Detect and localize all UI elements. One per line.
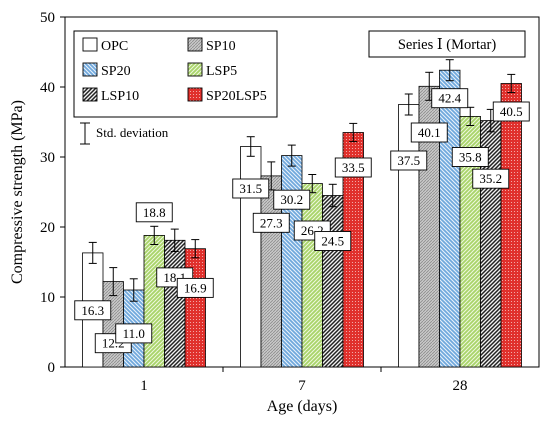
data-label-value: 35.2 <box>479 171 502 186</box>
data-label-box <box>334 157 372 178</box>
data-label: 16.3 <box>74 300 112 321</box>
data-label: 18.8 <box>135 202 173 223</box>
x-tick-label: 7 <box>298 378 306 394</box>
legend-frame <box>73 30 278 118</box>
data-label: 37.5 <box>390 150 428 171</box>
data-labels: 16.312.211.018.818.116.931.527.330.226.2… <box>74 88 530 354</box>
data-label-value: 16.3 <box>81 303 104 318</box>
x-axis-label: Age (days) <box>267 398 338 415</box>
data-label-box <box>176 277 214 298</box>
bar-sp20lsp5 <box>184 248 206 368</box>
data-label: 40.5 <box>492 101 530 122</box>
data-label: 27.3 <box>252 212 290 233</box>
legend-label: LSP10 <box>101 89 139 104</box>
bar-sp20 <box>439 69 461 368</box>
data-label-value: 27.3 <box>260 215 283 230</box>
data-label-box <box>472 168 510 189</box>
data-label-value: 42.4 <box>438 91 461 106</box>
data-label-value: 40.5 <box>500 104 523 119</box>
data-label-box <box>232 178 270 199</box>
bar-lsp5 <box>143 234 165 368</box>
data-label: 11.0 <box>115 323 153 344</box>
error-bars <box>88 59 516 302</box>
legend-label: SP10 <box>206 39 236 54</box>
data-label-box <box>390 150 428 171</box>
data-label-box <box>252 212 290 233</box>
data-label-box <box>314 231 352 251</box>
legend-item-sp20: SP20 <box>82 62 131 79</box>
data-label: 30.2 <box>273 189 311 210</box>
std-deviation-label: Std. deviation <box>96 125 169 140</box>
series-annotation-frame <box>368 30 526 58</box>
data-label: 16.9 <box>176 277 214 298</box>
bar-sp20 <box>281 155 303 368</box>
legend-swatch <box>187 87 203 102</box>
data-label-box <box>74 300 112 321</box>
data-label-value: 31.5 <box>239 181 262 196</box>
bar-sp20lsp5 <box>500 83 522 368</box>
data-label-box <box>135 202 173 223</box>
y-axis: 0 10 20 30 40 50 <box>40 10 65 376</box>
data-label: 35.8 <box>451 147 489 167</box>
data-label: 42.4 <box>431 88 469 109</box>
data-label: 35.2 <box>472 168 510 189</box>
bar-lsp10 <box>164 239 186 368</box>
series-annotation-text: Series Ⅰ (Mortar) <box>398 37 497 53</box>
data-label-value: 11.0 <box>123 326 145 341</box>
data-label: 33.5 <box>334 157 372 178</box>
legend-label: SP20 <box>101 64 131 79</box>
y-tick-label: 30 <box>40 150 55 166</box>
legend-label: LSP5 <box>206 64 237 79</box>
x-axis: 1 7 28 <box>140 367 468 394</box>
data-label-box <box>451 147 489 167</box>
y-tick-label: 10 <box>40 290 55 306</box>
data-label-box <box>492 101 530 122</box>
legend-swatch <box>82 37 98 52</box>
bar-lsp5 <box>301 183 323 368</box>
data-label-box <box>273 189 311 210</box>
y-tick-label: 20 <box>40 220 55 236</box>
legend-item-lsp5: LSP5 <box>187 62 237 79</box>
legend-item-lsp10: LSP10 <box>82 87 139 104</box>
legend-swatch <box>187 62 203 77</box>
y-tick-label: 0 <box>48 360 56 376</box>
data-label: 24.5 <box>314 231 352 251</box>
data-label-value: 16.9 <box>184 280 207 295</box>
legend-item-opc: OPC <box>82 37 128 54</box>
legend-label: SP20LSP5 <box>206 89 267 104</box>
legend-swatch <box>82 62 98 77</box>
data-label-value: 18.8 <box>143 205 166 220</box>
legend-item-sp10: SP10 <box>187 37 236 54</box>
data-label: 31.5 <box>232 178 270 199</box>
data-label-value: 37.5 <box>397 153 420 168</box>
data-label-value: 30.2 <box>280 192 303 207</box>
data-label: 40.1 <box>410 122 448 143</box>
x-tick-label: 1 <box>140 378 148 394</box>
data-label-value: 40.1 <box>418 125 441 140</box>
data-label-box <box>115 323 153 344</box>
y-tick-label: 40 <box>40 80 55 96</box>
legend-swatch <box>187 37 203 52</box>
legend-item-sp20lsp5: SP20LSP5 <box>187 87 267 104</box>
data-label-value: 33.5 <box>342 160 365 175</box>
data-label-box <box>431 88 469 109</box>
y-axis-label: Compressive strength (MPa) <box>9 100 26 284</box>
legend-label: OPC <box>101 39 128 54</box>
data-label-value: 24.5 <box>321 234 344 249</box>
x-tick-label: 28 <box>453 378 468 394</box>
y-tick-label: 50 <box>40 10 55 26</box>
std-deviation-note: Std. deviation <box>80 122 169 145</box>
series-annotation: Series Ⅰ (Mortar) <box>368 30 526 58</box>
data-label-box <box>410 122 448 143</box>
legend-swatch <box>82 87 98 102</box>
bar-opc <box>398 104 420 368</box>
data-label-value: 35.8 <box>459 150 482 165</box>
